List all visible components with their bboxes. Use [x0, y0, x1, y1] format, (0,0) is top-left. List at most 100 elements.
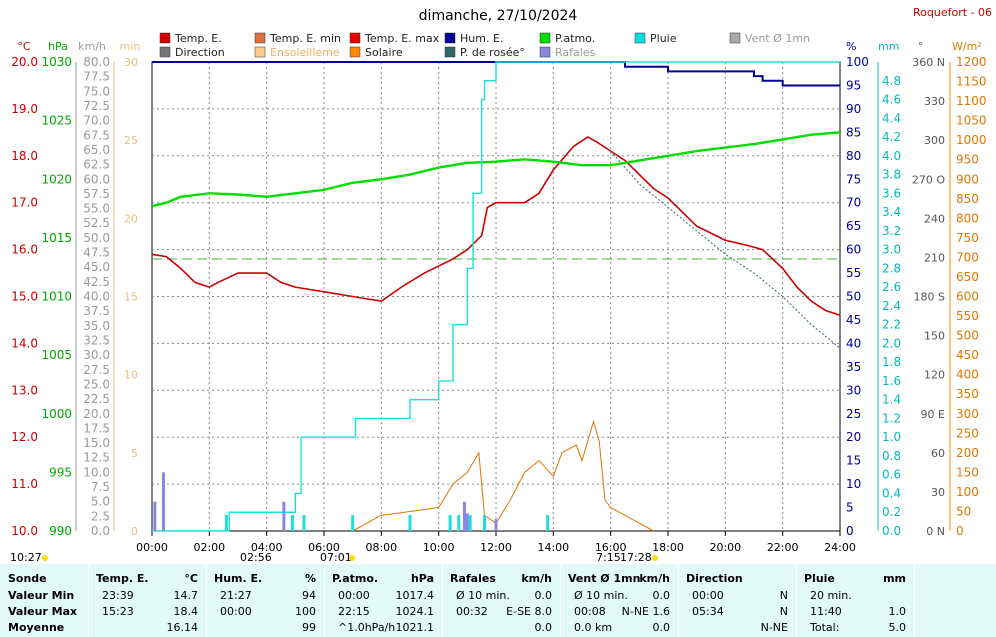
gust-bar — [494, 519, 498, 531]
rain-tick — [290, 515, 294, 531]
y-tick-label: 1030 — [41, 55, 72, 69]
y-tick-label: 10.0 — [83, 465, 110, 479]
y-tick-label: 57.5 — [83, 187, 110, 201]
y-tick-label: 65 — [846, 219, 861, 233]
table-cell-time: 21:27 — [220, 589, 252, 602]
time-marker-moonset: 7:15 — [596, 551, 621, 564]
y-tick-label: 27.5 — [83, 363, 110, 377]
x-tick-label: 20:00 — [709, 541, 741, 554]
y-tick-label: 20 — [846, 430, 861, 444]
rain-tick — [225, 515, 229, 531]
table-header-unit: km/h — [521, 572, 552, 585]
rain-tick — [546, 515, 550, 531]
y-tick-label: 3.8 — [882, 168, 901, 182]
table-cell-value: 0.0 — [534, 621, 553, 634]
y-tick-label: 850 — [956, 192, 979, 206]
y-tick-label: 0 — [846, 524, 854, 538]
y-tick-label: 80.0 — [83, 55, 110, 69]
table-cell-time: Ø 10 min. — [574, 589, 628, 602]
series-pluie — [152, 61, 840, 532]
y-tick-label: 1010 — [41, 290, 72, 304]
y-tick-label: 2.6 — [882, 280, 901, 294]
y-tick-label: 100 — [846, 55, 869, 69]
y-tick-label: 2.5 — [91, 509, 110, 523]
y-tick-label: 13.0 — [11, 383, 38, 397]
time-marker-sunrise: 07:01 — [320, 551, 352, 564]
y-tick-label: 80 — [846, 149, 861, 163]
y-tick-label: 35 — [846, 360, 861, 374]
legend-swatch — [539, 32, 551, 44]
axis-unit: ° — [918, 40, 924, 53]
y-tick-label: 4.6 — [882, 93, 901, 107]
legend-label: Hum. E. — [460, 32, 503, 45]
rain-tick — [468, 515, 472, 531]
y-tick-label: 1.0 — [882, 430, 901, 444]
table-cell-value: 0.0 — [534, 589, 553, 602]
legend-swatch — [159, 32, 171, 44]
rain-tick — [302, 515, 306, 531]
y-tick-label: 40 — [846, 336, 861, 350]
y-tick-label: 5.0 — [91, 495, 110, 509]
gust-bar — [282, 501, 286, 531]
y-tick-label: 0.0 — [882, 524, 901, 538]
axis-unit: W/m² — [952, 40, 982, 53]
legend-swatch — [159, 46, 171, 58]
y-tick-label: 4.4 — [882, 111, 901, 125]
y-tick-label: 35.0 — [83, 319, 110, 333]
y-tick-label: 7.5 — [91, 480, 110, 494]
legend-label: Solaire — [365, 46, 403, 59]
legend-swatch — [634, 32, 646, 44]
y-tick-label: 5 — [131, 447, 138, 460]
y-tick-label: 40.0 — [83, 290, 110, 304]
legend-swatch — [349, 32, 361, 44]
legend-label: Temp. E. min — [269, 32, 341, 45]
table-cell-time: 00:00 — [338, 589, 370, 602]
y-tick-label: 15.0 — [11, 290, 38, 304]
y-tick-label: 11.0 — [11, 477, 38, 491]
y-tick-label: 77.5 — [83, 70, 110, 84]
y-tick-label: 18.0 — [11, 149, 38, 163]
y-tick-label: 0.6 — [882, 468, 901, 482]
rain-tick — [457, 515, 461, 531]
y-tick-label: 500 — [956, 329, 979, 343]
y-tick-label: 30 — [846, 383, 861, 397]
table-cell-time: 20 min. — [810, 589, 852, 602]
y-tick-label: 19.0 — [11, 102, 38, 116]
y-tick-label: 0 — [956, 524, 964, 538]
chart-title: dimanche, 27/10/2024 — [419, 8, 578, 24]
y-tick-label: 2.0 — [882, 336, 901, 350]
y-tick-label: 900 — [956, 172, 979, 186]
x-tick-label: 22:00 — [767, 541, 799, 554]
y-tick-label: 250 — [956, 426, 979, 440]
legend-swatch — [349, 46, 361, 58]
y-tick-label: 270 O — [912, 173, 945, 186]
y-tick-label: 85 — [846, 125, 861, 139]
table-cell-value: 100 — [295, 605, 316, 618]
rain-tick — [351, 515, 355, 531]
axis-unit: min — [120, 40, 141, 53]
table-cell-value: 0.0 — [652, 589, 671, 602]
y-tick-label: 42.5 — [83, 275, 110, 289]
y-tick-label: 600 — [956, 290, 979, 304]
gust-bar — [462, 501, 466, 531]
y-tick-label: 1000 — [41, 407, 72, 421]
y-tick-label: 300 — [924, 134, 945, 147]
table-cell-time: 0.0 km — [574, 621, 613, 634]
y-tick-label: 60.0 — [83, 172, 110, 186]
y-tick-label: 990 — [49, 524, 72, 538]
table-cell-time: 00:00 — [220, 605, 252, 618]
legend-swatch — [254, 32, 266, 44]
table-cell-time: Total: — [810, 621, 840, 634]
y-tick-label: 4.2 — [882, 130, 901, 144]
table-header: Temp. E. — [96, 572, 149, 585]
axis-unit: hPa — [48, 40, 68, 53]
table-cell-time: Ø 10 min. — [456, 589, 510, 602]
legend-label: Direction — [175, 46, 225, 59]
gust-bar — [465, 513, 469, 531]
y-tick-label: 330 — [924, 95, 945, 108]
x-tick-label: 02:00 — [193, 541, 225, 554]
y-tick-label: 1005 — [41, 348, 72, 362]
x-tick-label: 06:00 — [308, 541, 340, 554]
y-tick-label: 55.0 — [83, 202, 110, 216]
table-header-unit: mm — [883, 572, 906, 585]
